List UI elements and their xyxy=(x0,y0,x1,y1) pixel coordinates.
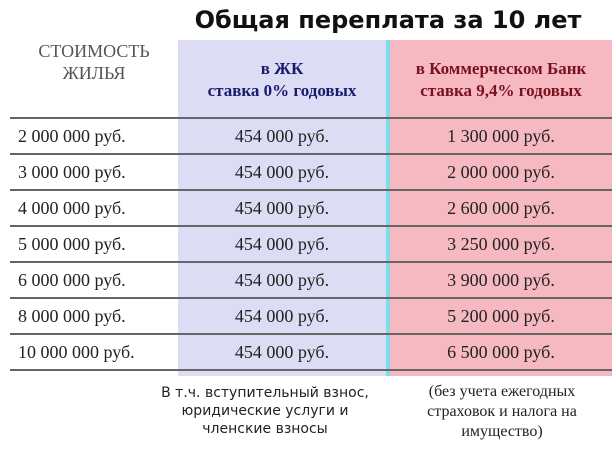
header-line: ЖИЛЬЯ xyxy=(62,63,126,83)
header-cell: в Коммерческом Банк ставка 9,4% годовых xyxy=(390,58,612,102)
header-line: ставка 9,4% годовых xyxy=(420,81,582,100)
column-divider xyxy=(386,40,390,376)
header-cell: в ЖК ставка 0% годовых xyxy=(178,58,386,102)
table-cell: 10 000 000 руб. xyxy=(18,342,135,362)
header-line: ставка 0% годовых xyxy=(207,81,357,100)
table-cell: 3 000 000 руб. xyxy=(18,162,126,182)
column-bg-zhk xyxy=(178,40,386,376)
note-line: страховок и налога на xyxy=(427,403,577,420)
table-cell: 6 000 000 руб. xyxy=(18,270,126,290)
table-cell: 6 500 000 руб. xyxy=(447,342,555,362)
row-border xyxy=(10,225,612,227)
row-border xyxy=(10,117,612,119)
table-cell: 454 000 руб. xyxy=(234,306,330,326)
header-line: СТОИМОСТЬ xyxy=(38,41,150,61)
table-cell: 4 000 000 руб. xyxy=(18,198,126,218)
note: (без учета ежегодных страховок и налога н… xyxy=(392,382,612,442)
table-cell: 2 600 000 руб. xyxy=(447,198,555,218)
note-line: В т.ч. вступительный взнос, xyxy=(161,385,369,401)
row-border xyxy=(10,261,612,263)
column-bg-bank xyxy=(390,40,612,376)
row-border xyxy=(10,153,612,155)
table-cell: 5 200 000 руб. xyxy=(447,306,555,326)
row-border xyxy=(10,369,612,371)
table-cell: 454 000 руб. xyxy=(234,198,330,218)
table-cell: 3 900 000 руб. xyxy=(447,270,555,290)
table-cell: 5 000 000 руб. xyxy=(18,234,126,254)
row-border xyxy=(10,333,612,335)
note-line: членские взносы xyxy=(202,421,328,437)
table-cell: 454 000 руб. xyxy=(234,162,330,182)
table-cell: 454 000 руб. xyxy=(234,342,330,362)
header-line: в ЖК xyxy=(260,59,304,78)
note-line: юридические услуги и xyxy=(181,403,349,419)
table-cell: 8 000 000 руб. xyxy=(18,306,126,326)
table-cell: 3 250 000 руб. xyxy=(447,234,555,254)
table-cell: 2 000 000 руб. xyxy=(447,162,555,182)
row-border xyxy=(10,189,612,191)
table-cell: 454 000 руб. xyxy=(234,126,330,146)
table-cell: 454 000 руб. xyxy=(234,234,330,254)
note: В т.ч. вступительный взнос, юридические у… xyxy=(150,384,380,438)
note-line: имущество) xyxy=(461,423,543,440)
header-line: в Коммерческом Банк xyxy=(415,59,587,78)
table-cell: 1 300 000 руб. xyxy=(447,126,555,146)
table-cell: 454 000 руб. xyxy=(234,270,330,290)
note-line: (без учета ежегодных xyxy=(428,383,576,400)
table-cell: 2 000 000 руб. xyxy=(18,126,126,146)
row-border xyxy=(10,297,612,299)
header-cell: СТОИМОСТЬ ЖИЛЬЯ xyxy=(10,40,178,84)
title: Общая переплата за 10 лет xyxy=(194,6,582,34)
